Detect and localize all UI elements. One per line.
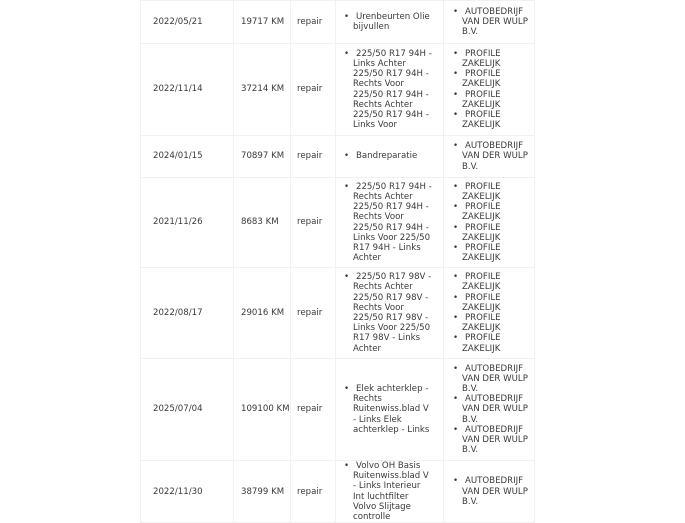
provider-item: PROFILE ZAKELIJK [450, 333, 534, 353]
provider-cell: AUTOBEDRIJF VAN DER WULP B.V. [443, 135, 535, 178]
type-cell: repair [290, 43, 336, 136]
description-list: Bandreparatie [336, 151, 433, 161]
description-cell: Volvo OH Basis Ruitenwiss.blad V - Links… [335, 459, 444, 523]
description-list: Urenbeurten Olie bijvullen [336, 12, 433, 32]
description-cell: Elek achterklep - Rechts Ruitenwiss.blad… [335, 358, 444, 461]
provider-item: AUTOBEDRIJF VAN DER WULP B.V. [450, 476, 534, 507]
provider-list: AUTOBEDRIJF VAN DER WULP B.V. [444, 476, 534, 507]
provider-list: PROFILE ZAKELIJKPROFILE ZAKELIJKPROFILE … [444, 49, 534, 131]
provider-cell: AUTOBEDRIJF VAN DER WULP B.V.AUTOBEDRIJF… [443, 358, 535, 461]
description-list: 225/50 R17 98V - Rechts Achter 225/50 R1… [336, 272, 433, 354]
mileage-cell: 70897 KM [233, 135, 291, 178]
description-item: Volvo OH Basis Ruitenwiss.blad V - Links… [341, 461, 433, 522]
mileage-cell: 37214 KM [233, 43, 291, 136]
description-cell: 225/50 R17 98V - Rechts Achter 225/50 R1… [335, 267, 444, 359]
provider-item: PROFILE ZAKELIJK [450, 272, 534, 292]
mileage-cell: 8683 KM [233, 177, 291, 268]
provider-cell: PROFILE ZAKELIJKPROFILE ZAKELIJKPROFILE … [443, 267, 535, 359]
type-cell: repair [290, 135, 336, 178]
provider-list: PROFILE ZAKELIJKPROFILE ZAKELIJKPROFILE … [444, 272, 534, 354]
mileage-cell: 38799 KM [233, 459, 291, 523]
description-list: 225/50 R17 94H - Links Achter 225/50 R17… [336, 49, 433, 131]
mileage-cell: 19717 KM [233, 0, 291, 44]
provider-item: PROFILE ZAKELIJK [450, 313, 534, 333]
description-item: Elek achterklep - Rechts Ruitenwiss.blad… [341, 384, 433, 435]
mileage-cell: 109100 KM [233, 358, 291, 461]
provider-item: AUTOBEDRIJF VAN DER WULP B.V. [450, 7, 534, 38]
description-item: Urenbeurten Olie bijvullen [341, 12, 433, 32]
provider-item: PROFILE ZAKELIJK [450, 110, 534, 130]
provider-item: PROFILE ZAKELIJK [450, 182, 534, 202]
provider-list: AUTOBEDRIJF VAN DER WULP B.V. [444, 7, 534, 38]
description-cell: Bandreparatie [335, 135, 444, 178]
date-cell: 2022/11/14 [140, 43, 234, 136]
mileage-cell: 29016 KM [233, 267, 291, 359]
provider-item: PROFILE ZAKELIJK [450, 243, 534, 263]
provider-cell: PROFILE ZAKELIJKPROFILE ZAKELIJKPROFILE … [443, 43, 535, 136]
date-cell: 2024/01/15 [140, 135, 234, 178]
provider-list: AUTOBEDRIJF VAN DER WULP B.V. [444, 141, 534, 172]
provider-cell: PROFILE ZAKELIJKPROFILE ZAKELIJKPROFILE … [443, 177, 535, 268]
date-cell: 2022/05/21 [140, 0, 234, 44]
type-cell: repair [290, 459, 336, 523]
provider-item: AUTOBEDRIJF VAN DER WULP B.V. [450, 425, 534, 456]
description-item: 225/50 R17 94H - Rechts Achter 225/50 R1… [341, 182, 433, 264]
provider-item: PROFILE ZAKELIJK [450, 49, 534, 69]
date-cell: 2021/11/26 [140, 177, 234, 268]
type-cell: repair [290, 267, 336, 359]
provider-item: PROFILE ZAKELIJK [450, 202, 534, 222]
provider-cell: AUTOBEDRIJF VAN DER WULP B.V. [443, 459, 535, 523]
type-cell: repair [290, 0, 336, 44]
description-item: 225/50 R17 98V - Rechts Achter 225/50 R1… [341, 272, 433, 354]
date-cell: 2022/11/30 [140, 459, 234, 523]
provider-item: PROFILE ZAKELIJK [450, 90, 534, 110]
provider-item: AUTOBEDRIJF VAN DER WULP B.V. [450, 394, 534, 425]
provider-item: PROFILE ZAKELIJK [450, 223, 534, 243]
type-cell: repair [290, 177, 336, 268]
description-cell: 225/50 R17 94H - Links Achter 225/50 R17… [335, 43, 444, 136]
provider-list: PROFILE ZAKELIJKPROFILE ZAKELIJKPROFILE … [444, 182, 534, 264]
description-cell: 225/50 R17 94H - Rechts Achter 225/50 R1… [335, 177, 444, 268]
description-item: 225/50 R17 94H - Links Achter 225/50 R17… [341, 49, 433, 131]
description-cell: Urenbeurten Olie bijvullen [335, 0, 444, 44]
provider-item: AUTOBEDRIJF VAN DER WULP B.V. [450, 141, 534, 172]
type-cell: repair [290, 358, 336, 461]
provider-item: AUTOBEDRIJF VAN DER WULP B.V. [450, 364, 534, 395]
description-list: Volvo OH Basis Ruitenwiss.blad V - Links… [336, 461, 433, 522]
provider-list: AUTOBEDRIJF VAN DER WULP B.V.AUTOBEDRIJF… [444, 364, 534, 456]
date-cell: 2025/07/04 [140, 358, 234, 461]
provider-item: PROFILE ZAKELIJK [450, 293, 534, 313]
description-list: Elek achterklep - Rechts Ruitenwiss.blad… [336, 384, 433, 435]
date-cell: 2022/08/17 [140, 267, 234, 359]
provider-item: PROFILE ZAKELIJK [450, 69, 534, 89]
description-list: 225/50 R17 94H - Rechts Achter 225/50 R1… [336, 182, 433, 264]
description-item: Bandreparatie [341, 151, 433, 161]
provider-cell: AUTOBEDRIJF VAN DER WULP B.V. [443, 0, 535, 44]
